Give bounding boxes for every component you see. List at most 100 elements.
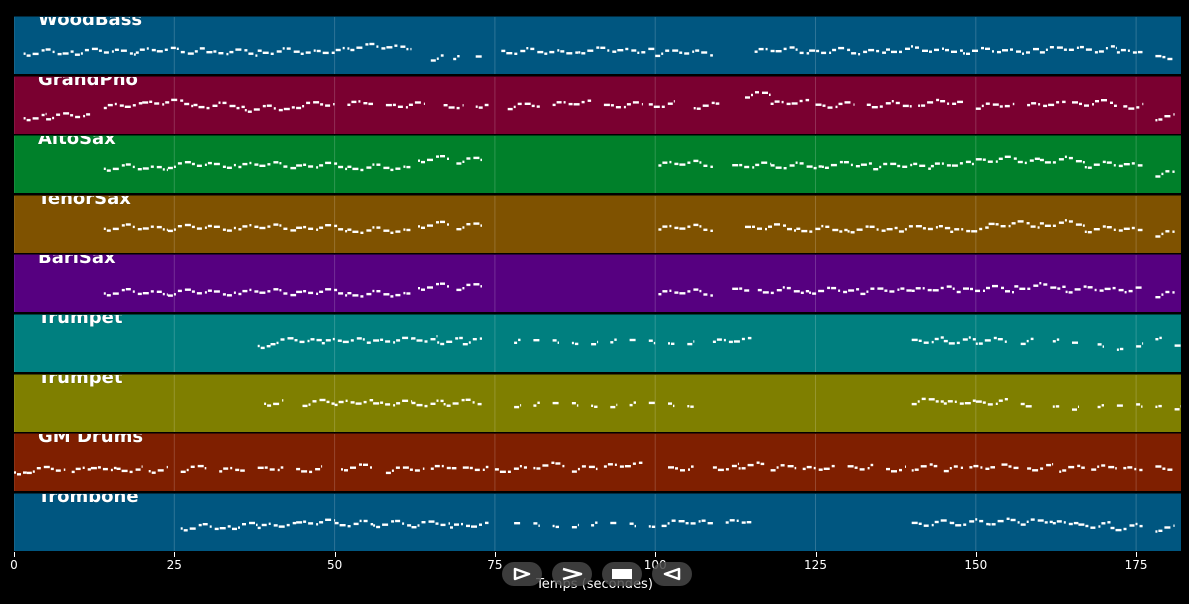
note [290,294,297,297]
note [17,473,21,476]
note [286,47,291,50]
note [603,465,607,468]
note [1072,100,1078,104]
note [249,521,255,524]
note [230,467,233,470]
note [959,162,963,165]
note [1020,523,1026,526]
note-cluster [411,335,438,343]
note [480,224,482,227]
note-cluster [1065,285,1142,294]
note [142,100,149,104]
note [1136,345,1142,348]
note [308,227,314,230]
note [794,229,796,232]
note [180,98,184,102]
rewind-button[interactable] [652,562,692,586]
note [992,285,998,288]
note [1141,404,1143,408]
note [417,524,420,527]
note-cluster [334,398,374,406]
note [904,227,907,231]
note-cluster [988,219,1040,229]
note [658,228,662,231]
note [473,156,480,160]
stop-button[interactable] [602,562,642,586]
note [1102,345,1104,348]
note [320,102,324,106]
note [74,53,80,56]
note-cluster [1039,45,1117,54]
note [729,518,735,522]
note [312,399,317,403]
fast-forward-button[interactable] [552,562,592,586]
note [306,101,311,104]
note [1027,103,1031,106]
note [879,104,883,108]
note-cluster [1052,519,1079,525]
note [273,402,280,405]
note-cluster [943,399,976,405]
note [296,520,303,524]
note [403,292,406,295]
note [918,522,922,525]
note [1172,230,1175,233]
note [1010,48,1013,51]
note [702,104,709,107]
note [911,45,913,48]
note [813,467,816,470]
note [1118,229,1123,232]
note [970,288,973,291]
note [1131,226,1135,229]
note [765,227,767,231]
note [260,346,265,350]
note-cluster [418,220,449,229]
note [805,98,810,101]
note [971,229,978,233]
note [747,464,754,467]
note [518,338,521,342]
note [1159,336,1162,340]
play-button[interactable] [502,562,542,586]
note-cluster [135,46,205,55]
note-cluster [103,288,168,297]
note [1044,224,1051,227]
note-cluster [296,288,348,297]
note [368,102,373,105]
note [860,293,866,296]
note [218,101,221,104]
note [932,289,939,292]
note-cluster [443,398,482,407]
note-cluster [103,163,168,172]
note [84,48,89,52]
note [471,525,477,528]
note-cluster [238,223,297,232]
note [679,163,686,166]
note [997,50,1001,54]
note [501,49,506,53]
note-cluster [411,399,444,407]
note [266,345,271,348]
note [376,226,381,229]
note [710,54,713,57]
note [106,229,111,232]
note-cluster [661,519,713,527]
note [132,225,135,228]
note [249,161,252,165]
note [350,48,355,52]
note [1155,530,1158,533]
note [121,164,125,167]
note [347,47,350,50]
note [930,165,934,168]
track-notes [14,255,1175,313]
note [557,49,560,52]
note-cluster [456,222,482,231]
note [1142,102,1144,105]
note [162,227,165,231]
note-cluster [950,517,989,527]
note [634,524,636,528]
note [975,517,978,521]
note [673,404,675,407]
note [316,49,321,53]
note [177,162,182,165]
